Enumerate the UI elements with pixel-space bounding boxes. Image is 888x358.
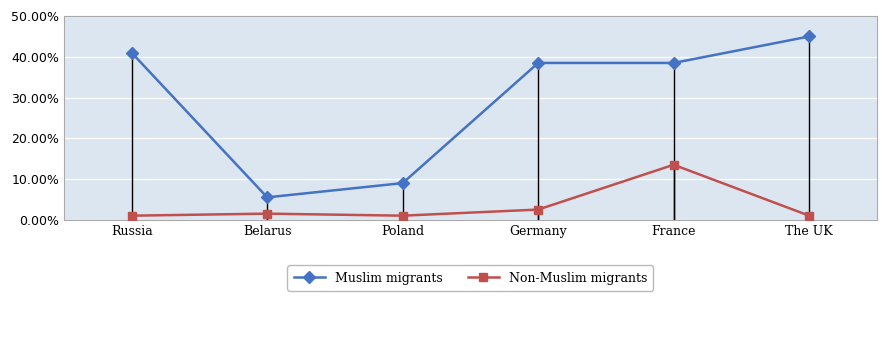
Muslim migrants (397, 181, 408, 185)
Line: Non-Muslim migrants: Non-Muslim migrants (128, 161, 813, 220)
Non-Muslim migrants (126, 213, 137, 218)
Non-Muslim migrants (533, 207, 543, 212)
Non-Muslim migrants (804, 213, 814, 218)
Muslim migrants (804, 34, 814, 39)
Line: Muslim migrants: Muslim migrants (128, 32, 813, 202)
Non-Muslim migrants (397, 213, 408, 218)
Non-Muslim migrants (262, 212, 273, 216)
Muslim migrants (126, 50, 137, 55)
Muslim migrants (262, 195, 273, 199)
Legend: Muslim migrants, Non-Muslim migrants: Muslim migrants, Non-Muslim migrants (288, 265, 654, 291)
Muslim migrants (533, 61, 543, 65)
Muslim migrants (669, 61, 679, 65)
Non-Muslim migrants (669, 163, 679, 167)
